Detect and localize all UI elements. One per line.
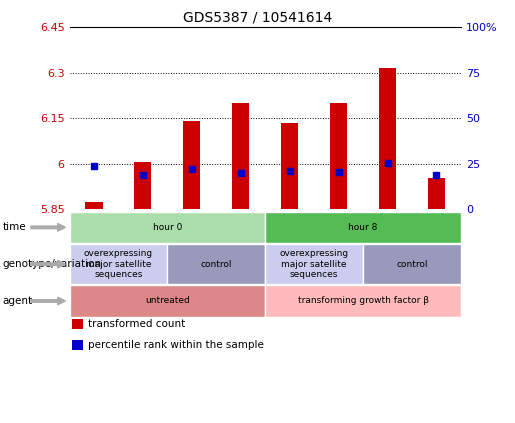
Text: transformed count: transformed count — [88, 319, 185, 329]
Text: overexpressing
major satellite
sequences: overexpressing major satellite sequences — [84, 249, 153, 279]
Bar — [428, 178, 445, 209]
Text: control: control — [200, 260, 232, 269]
Text: untreated: untreated — [145, 297, 190, 305]
Text: transforming growth factor β: transforming growth factor β — [298, 297, 428, 305]
Bar — [379, 69, 396, 209]
Text: time: time — [3, 222, 26, 232]
Text: overexpressing
major satellite
sequences: overexpressing major satellite sequences — [280, 249, 349, 279]
Text: agent: agent — [3, 296, 32, 306]
Bar — [330, 103, 347, 209]
Text: GDS5387 / 10541614: GDS5387 / 10541614 — [183, 11, 332, 25]
Text: genotype/variation: genotype/variation — [3, 259, 101, 269]
Text: control: control — [396, 260, 428, 269]
Bar — [281, 123, 298, 209]
Bar — [232, 103, 249, 209]
Text: hour 8: hour 8 — [348, 223, 378, 232]
Bar — [134, 162, 151, 209]
Bar — [85, 202, 102, 209]
Text: hour 0: hour 0 — [152, 223, 182, 232]
Text: percentile rank within the sample: percentile rank within the sample — [88, 340, 264, 350]
Bar — [183, 121, 200, 209]
